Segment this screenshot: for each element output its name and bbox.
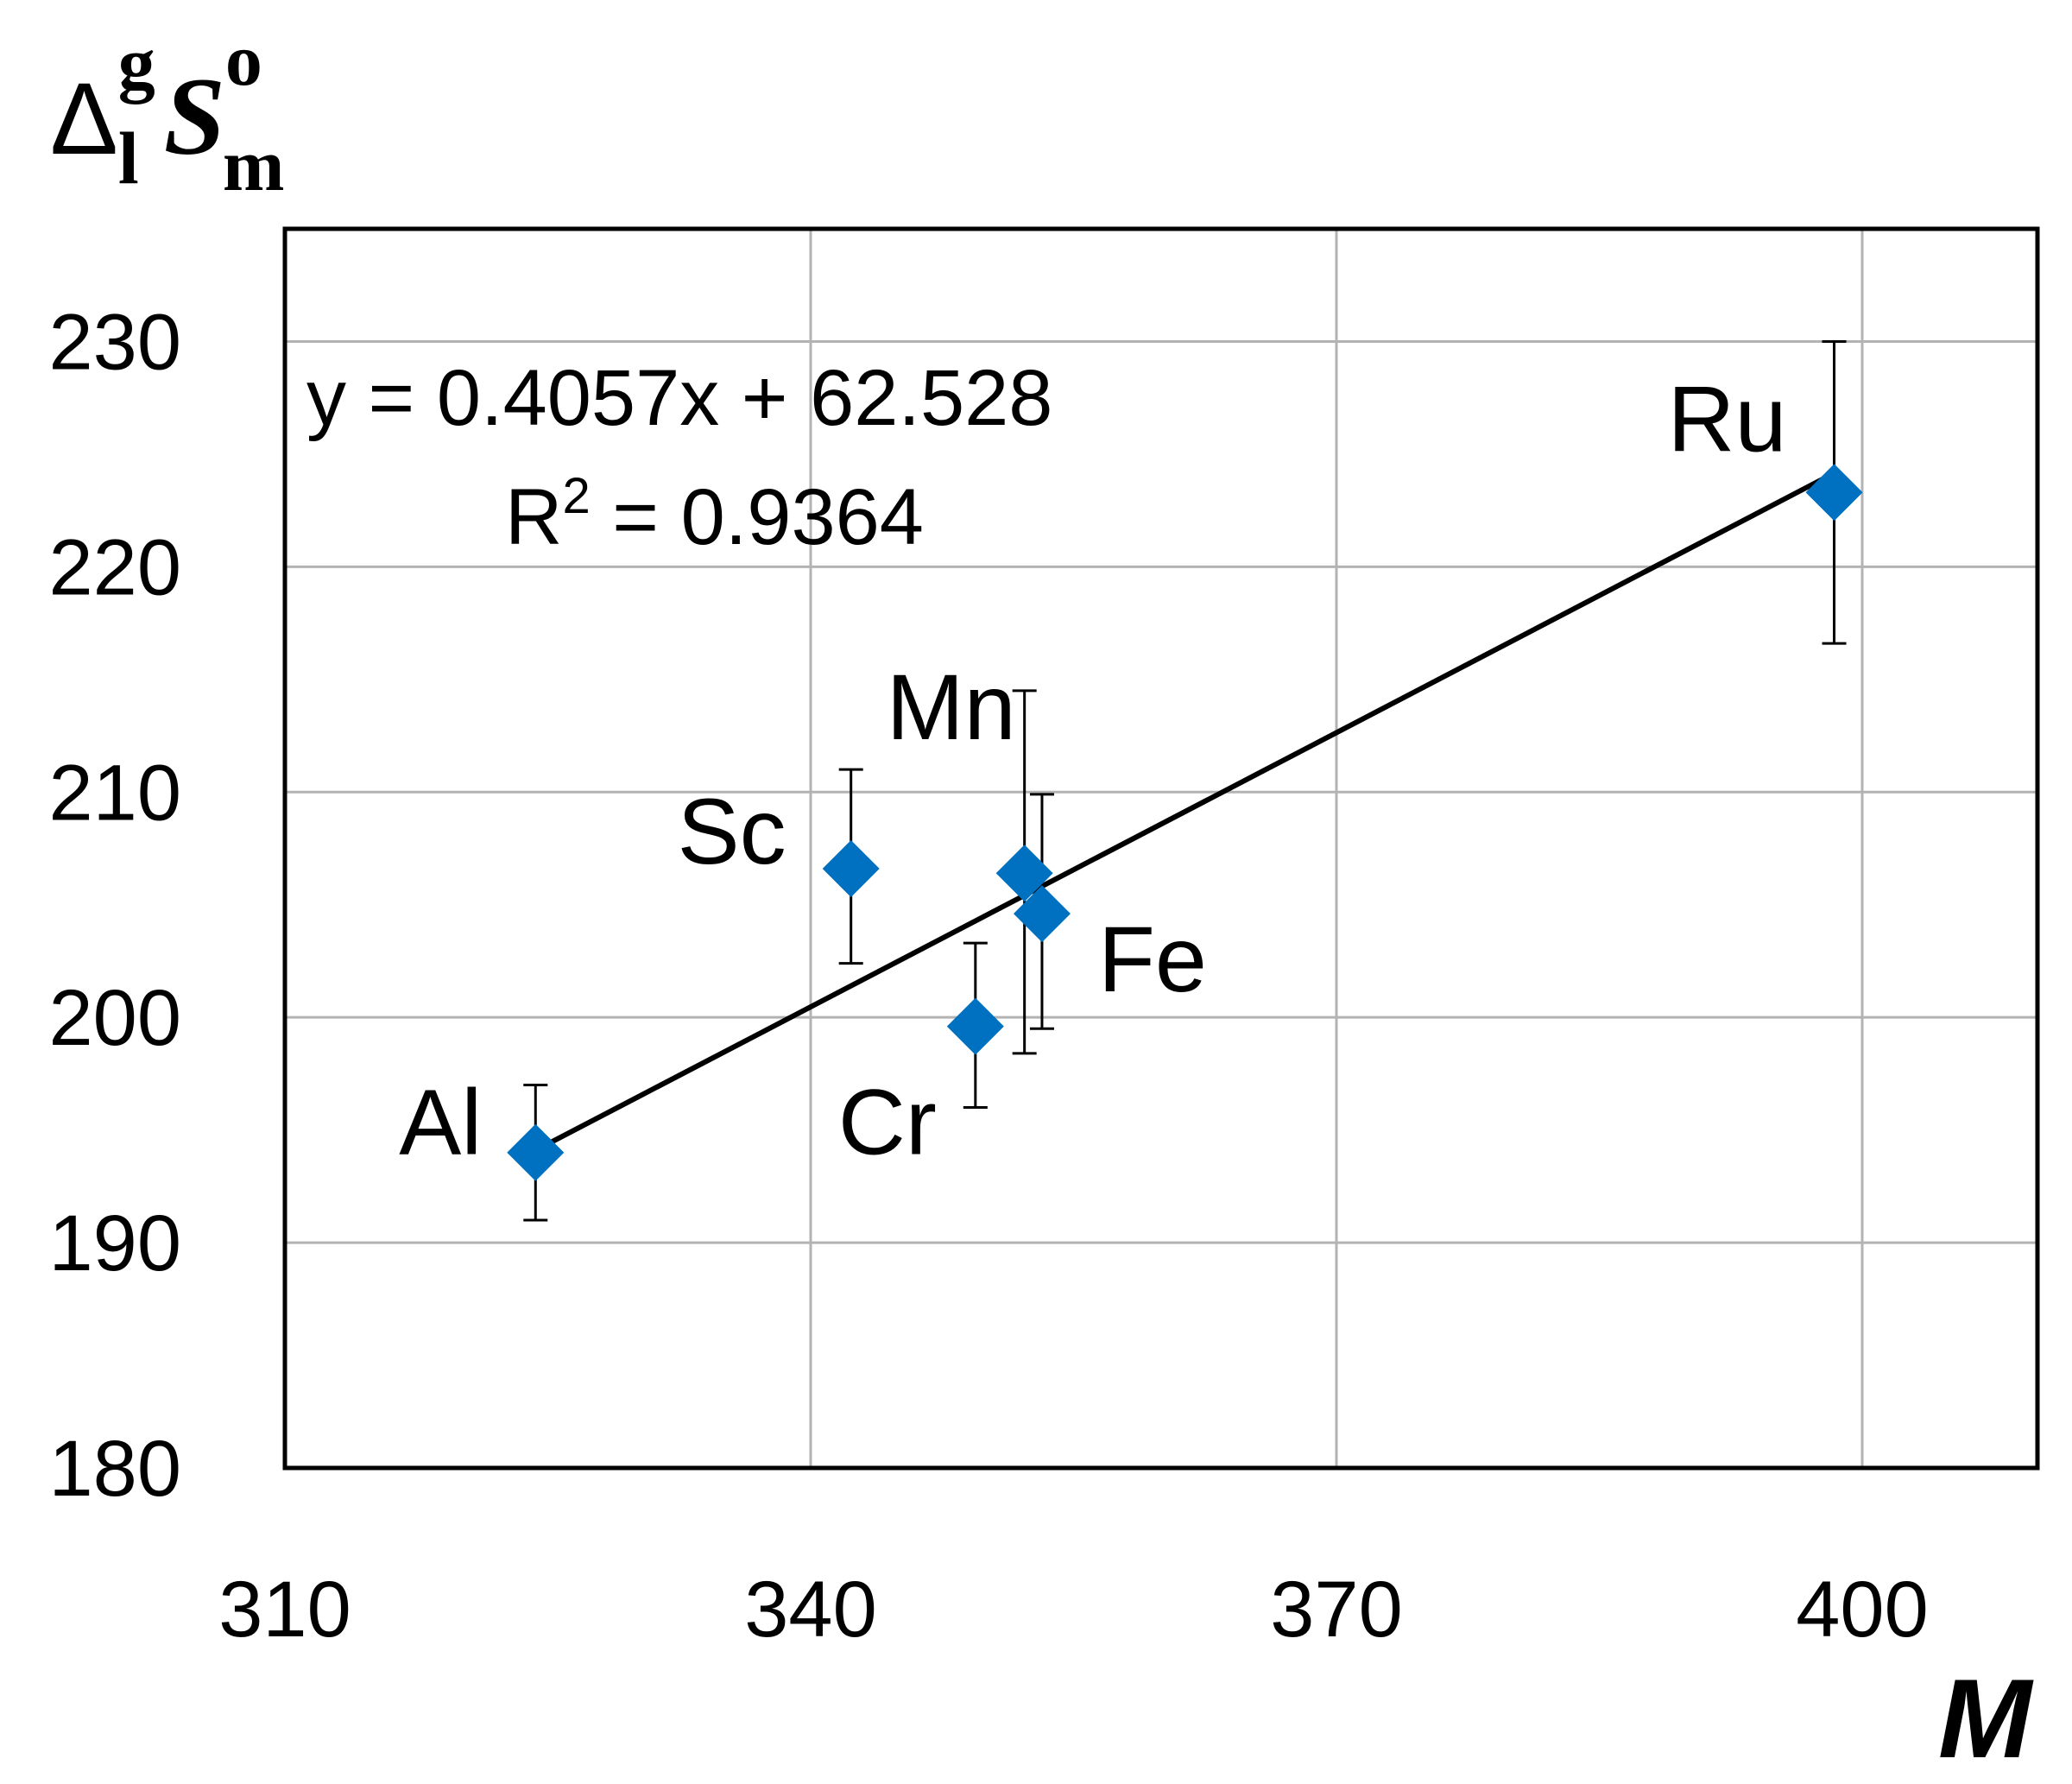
point-labels: Al Sc Cr Mn Fe Ru <box>399 366 1786 1174</box>
x-axis-title: M <box>1938 1655 2034 1781</box>
y-title-main-sub: m <box>223 123 285 206</box>
trendline-equation: y = 0.4057x + 62.528 <box>306 354 1052 442</box>
y-title-sup: g <box>118 22 155 104</box>
y-title-delta: Δ <box>50 62 118 176</box>
y-title-main: S <box>164 55 225 178</box>
point-label-sc: Sc <box>678 779 786 883</box>
r-squared: R2 = 0.9364 <box>505 468 924 561</box>
r-squared-sup: 2 <box>562 468 590 524</box>
y-title-sub: l <box>118 117 139 199</box>
y-tick-230: 230 <box>49 298 182 386</box>
y-tick-190: 190 <box>49 1199 182 1287</box>
y-tick-210: 210 <box>49 749 182 837</box>
x-tick-340: 340 <box>744 1566 877 1654</box>
x-tick-310: 310 <box>218 1566 351 1654</box>
point-label-ru: Ru <box>1667 366 1786 471</box>
point-label-fe: Fe <box>1098 907 1207 1011</box>
y-title-main-sup: o <box>225 18 262 101</box>
x-tick-labels: 310 340 370 400 <box>218 1566 1929 1654</box>
y-axis-title: ΔlgSo m <box>50 18 285 206</box>
marker-sc <box>822 839 880 897</box>
grid-lines <box>285 229 2037 1468</box>
y-tick-200: 200 <box>49 974 182 1062</box>
point-label-mn: Mn <box>887 655 1016 759</box>
marker-al <box>507 1123 565 1181</box>
y-tick-180: 180 <box>49 1425 182 1513</box>
y-tick-220: 220 <box>49 523 182 611</box>
r-squared-prefix: R <box>505 473 562 561</box>
y-tick-labels: 180 190 200 210 220 230 <box>49 298 182 1513</box>
plot-frame <box>282 226 2040 1471</box>
r-squared-value: = 0.9364 <box>591 473 924 561</box>
marker-fe <box>1013 885 1071 943</box>
marker-mn <box>995 845 1053 902</box>
x-tick-370: 370 <box>1270 1566 1403 1654</box>
x-tick-400: 400 <box>1796 1566 1929 1654</box>
trendline <box>534 471 1835 1153</box>
marker-cr <box>946 997 1004 1055</box>
data-markers <box>507 464 1863 1181</box>
point-label-al: Al <box>399 1070 482 1174</box>
point-label-cr: Cr <box>838 1070 937 1174</box>
marker-ru <box>1805 464 1863 522</box>
